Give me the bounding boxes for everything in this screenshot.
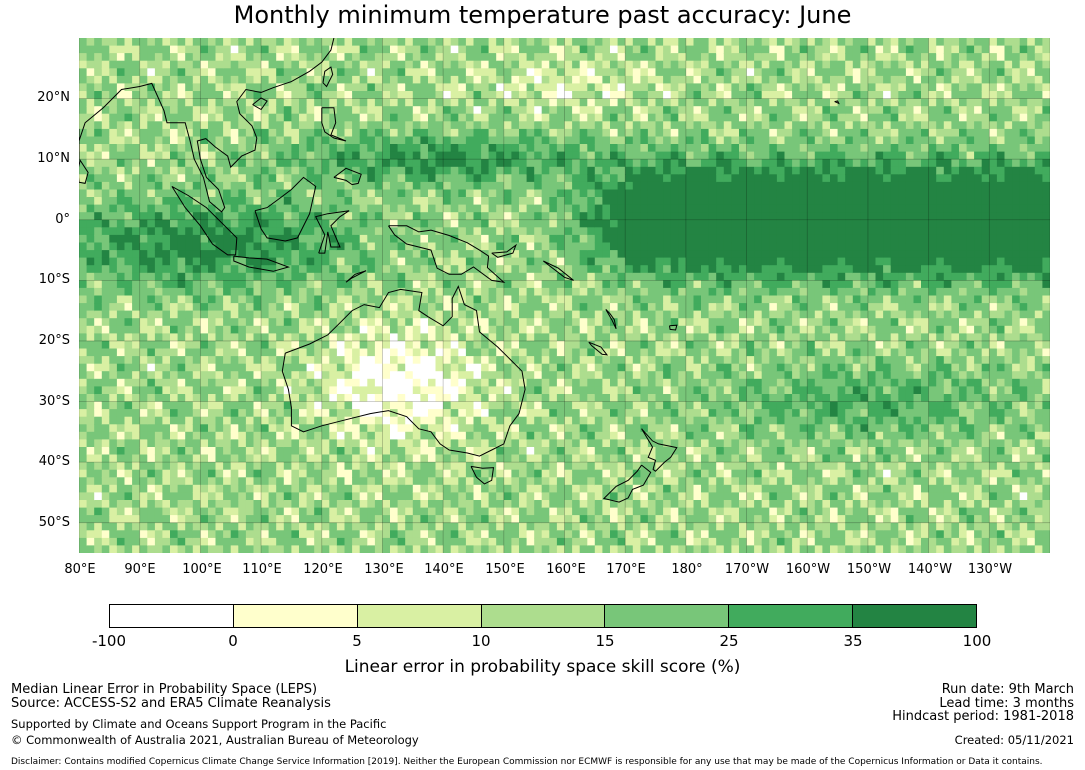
skill-score-map (79, 38, 1050, 553)
footer-created: Created: 05/11/2021 (954, 733, 1074, 747)
colorbar-tick: 0 (228, 632, 238, 650)
lon-label: 140°W (907, 562, 953, 577)
footer-method: Median Linear Error in Probability Space… (11, 682, 318, 697)
skill-field (79, 38, 1050, 553)
footer-support: Supported by Climate and Oceans Support … (11, 717, 387, 731)
colorbar (109, 604, 977, 628)
lon-label: 110°E (242, 562, 282, 577)
graticule (79, 38, 1050, 553)
colorbar-segment (233, 605, 358, 627)
lon-label: 170°W (724, 562, 770, 577)
colorbar-segment (853, 605, 977, 627)
colorbar-segment (357, 605, 482, 627)
colorbar-tick: 25 (719, 632, 739, 650)
map-canvas (79, 38, 1050, 553)
footer-source: Source: ACCESS-S2 and ERA5 Climate Reana… (11, 696, 331, 711)
lat-label: 20°S (38, 333, 70, 348)
footer-run-date: Run date: 9th March (941, 682, 1074, 697)
lon-label: 180° (671, 562, 703, 577)
lon-label: 130°E (364, 562, 404, 577)
lon-label: 150°E (485, 562, 525, 577)
lon-label: 150°W (846, 562, 892, 577)
footer-copyright: © Commonwealth of Australia 2021, Austra… (11, 733, 419, 747)
colorbar-tick: 5 (352, 632, 362, 650)
lat-label: 10°S (38, 272, 70, 287)
lon-label: 120°E (303, 562, 343, 577)
lon-label: 80°E (64, 562, 96, 577)
colorbar-tick: -100 (91, 632, 127, 650)
coastlines (79, 38, 840, 503)
lon-label: 100°E (182, 562, 222, 577)
lat-label: 0° (55, 212, 70, 227)
map-title: Monthly minimum temperature past accurac… (233, 1, 852, 29)
lon-label: 140°E (424, 562, 464, 577)
lat-label: 20°N (37, 90, 70, 105)
footer-disclaimer: Disclaimer: Contains modified Copernicus… (11, 757, 1043, 767)
lon-label: 170°E (606, 562, 646, 577)
lat-label: 30°S (38, 394, 70, 409)
footer-lead-time: Lead time: 3 months (939, 696, 1074, 711)
colorbar-label: Linear error in probability space skill … (344, 657, 741, 677)
footer-hindcast: Hindcast period: 1981-2018 (892, 709, 1074, 724)
colorbar-tick: 100 (962, 632, 992, 650)
lat-label: 10°N (37, 151, 70, 166)
lon-label: 160°E (546, 562, 586, 577)
lat-label: 50°S (38, 515, 70, 530)
colorbar-segment (729, 605, 854, 627)
lon-label: 130°W (967, 562, 1013, 577)
colorbar-tick: 15 (595, 632, 615, 650)
lon-label: 160°W (785, 562, 831, 577)
colorbar-tick: 35 (843, 632, 863, 650)
colorbar-tick: 10 (471, 632, 491, 650)
colorbar-segment (481, 605, 606, 627)
lat-label: 40°S (38, 454, 70, 469)
lon-label: 90°E (124, 562, 156, 577)
colorbar-segment (605, 605, 730, 627)
colorbar-segment (110, 605, 234, 627)
